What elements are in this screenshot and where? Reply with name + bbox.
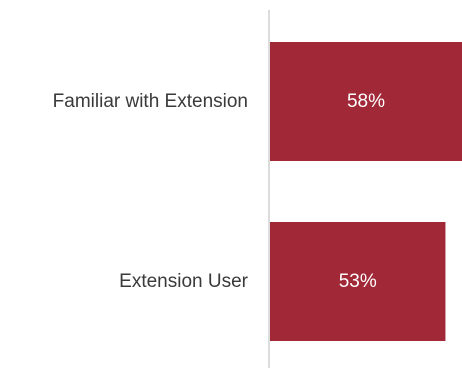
value-label-1: 53% [339, 271, 377, 292]
bar-1 [270, 222, 446, 341]
bar-0 [270, 42, 462, 161]
value-label-0: 58% [347, 91, 385, 112]
category-label-1: Extension User [119, 271, 249, 292]
category-label-0: Familiar with Extension [53, 91, 248, 112]
bars-layer: Familiar with Extension 58% Extension User… [53, 42, 462, 341]
